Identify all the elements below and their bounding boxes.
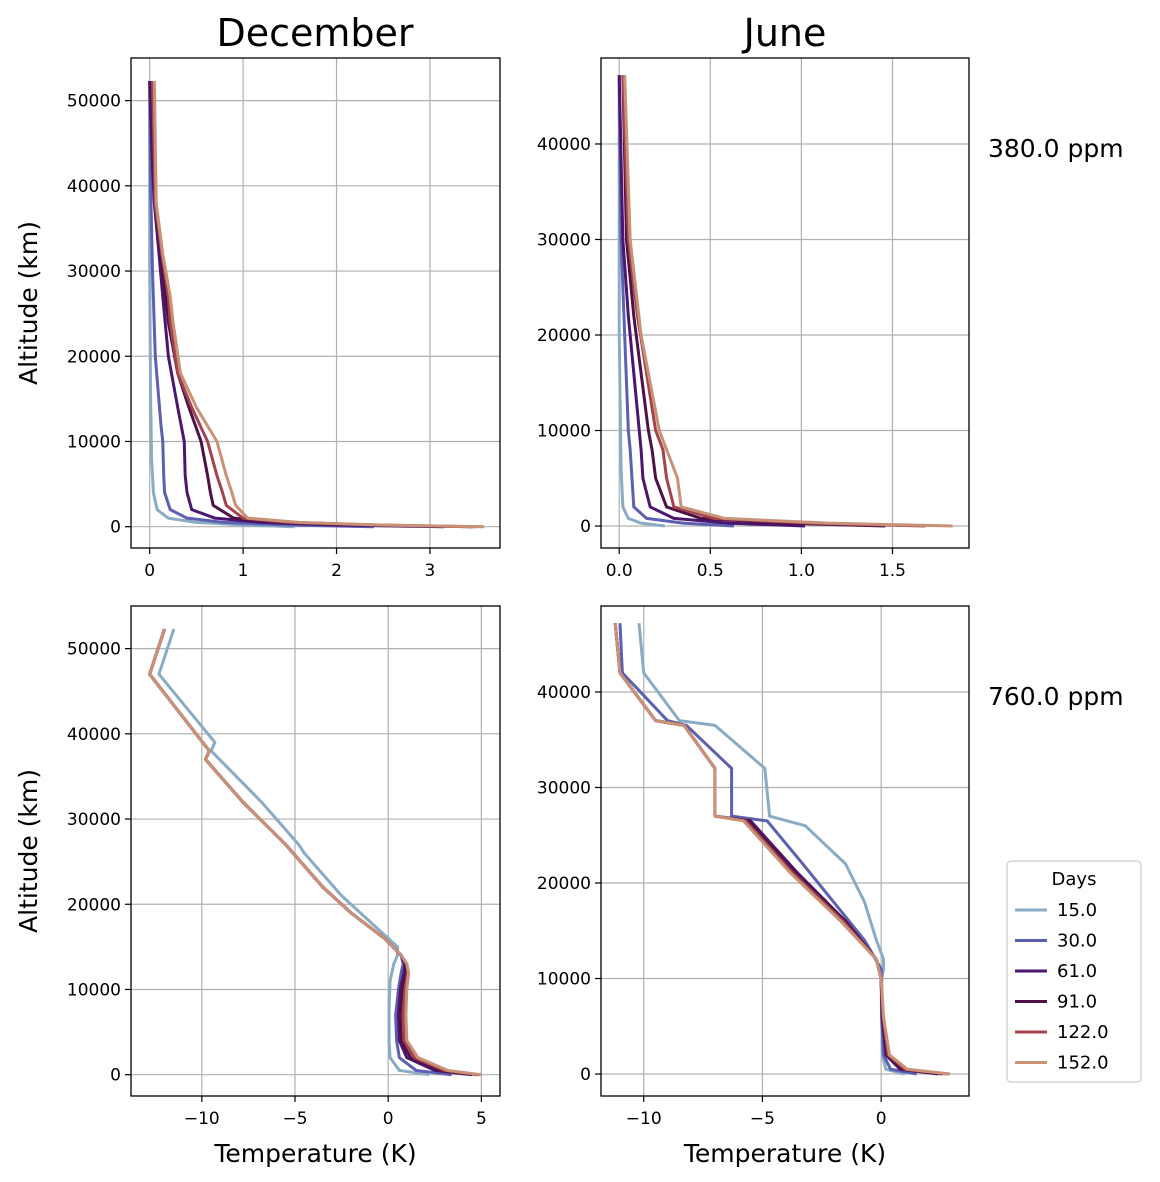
y-tick-label: 10000 — [537, 970, 591, 990]
legend-label-30.0: 30.0 — [1057, 931, 1097, 952]
y-tick-label: 50000 — [67, 640, 121, 660]
legend-label-61.0: 61.0 — [1057, 961, 1097, 982]
series-line-91.0 — [613, 623, 944, 1076]
panel-bottom-right: −10 −5 0 0 10000 20000 30000 40000 Temperature (… — [537, 605, 970, 1168]
y-tick-label: 30000 — [537, 778, 591, 798]
x-axis-label: Temperature (K) — [683, 1139, 886, 1168]
x-tick-label: 1 — [238, 561, 249, 581]
series-line-61.0 — [617, 75, 806, 528]
x-tick-label: −5 — [750, 1109, 775, 1129]
y-tick-label: 20000 — [67, 347, 121, 367]
series-line-15.0 — [157, 628, 430, 1077]
y-tick-label: 0 — [110, 1066, 121, 1086]
y-tick-label: 20000 — [67, 895, 121, 915]
y-tick-label: 10000 — [67, 432, 121, 452]
panel-top-left: 0 1 2 3 0 10000 20000 30000 40000 50000 Altitude (… — [14, 57, 501, 581]
legend-label-122.0: 122.0 — [1057, 1022, 1109, 1043]
series-line-91.0 — [150, 80, 472, 529]
series-line-122.0 — [621, 75, 926, 528]
x-tick-label: 0 — [383, 1109, 394, 1129]
x-tick-label: 2 — [331, 561, 342, 581]
x-tick-label: 0 — [144, 561, 155, 581]
y-tick-label: 20000 — [537, 874, 591, 894]
y-tick-label: 40000 — [67, 725, 121, 745]
series-line-122.0 — [148, 628, 480, 1077]
series-line-15.0 — [617, 75, 665, 528]
x-tick-label: 0.5 — [697, 561, 724, 581]
x-tick-label: 0.0 — [606, 561, 633, 581]
series-line-30.0 — [617, 75, 735, 528]
grid — [601, 606, 969, 1096]
row-label-760ppm: 760.0 ppm — [988, 682, 1124, 711]
x-tick-label: −5 — [282, 1109, 307, 1129]
x-tick-label: −10 — [626, 1109, 662, 1129]
axes-frame — [130, 57, 501, 549]
y-tick-label: 30000 — [67, 810, 121, 830]
x-tick-label: 1.5 — [879, 561, 906, 581]
series-line-122.0 — [613, 623, 948, 1076]
x-tick-label: 1.0 — [788, 561, 815, 581]
y-tick-label: 30000 — [537, 230, 591, 250]
series-group — [148, 628, 482, 1077]
axes-frame — [130, 605, 501, 1097]
series-line-91.0 — [621, 75, 886, 528]
series-line-61.0 — [148, 80, 444, 529]
x-tick-label: 0 — [876, 1109, 887, 1129]
panel-bottom-left: −10 −5 0 5 0 10000 20000 30000 40000 50000 Altitud… — [14, 605, 501, 1168]
legend-label-152.0: 152.0 — [1057, 1053, 1109, 1074]
y-tick-label: 40000 — [67, 177, 121, 197]
grid — [131, 606, 500, 1096]
column-title-june: June — [742, 11, 827, 55]
series-line-30.0 — [148, 80, 374, 529]
series-line-152.0 — [613, 623, 951, 1076]
y-tick-label: 10000 — [67, 980, 121, 1000]
x-tick-label: −10 — [184, 1109, 220, 1129]
series-line-152.0 — [152, 80, 485, 529]
y-tick-label: 30000 — [67, 262, 121, 282]
series-group — [617, 75, 953, 528]
series-group — [148, 80, 485, 529]
legend-label-91.0: 91.0 — [1057, 992, 1097, 1013]
series-line-152.0 — [148, 628, 482, 1077]
y-tick-label: 0 — [580, 1065, 591, 1085]
legend-box — [1006, 860, 1142, 1083]
row-label-380ppm: 380.0 ppm — [988, 134, 1124, 163]
panel-top-right: 0.0 0.5 1.0 1.5 0 10000 20000 30000 40000 — [537, 57, 970, 581]
legend-title: Days — [1052, 869, 1097, 890]
series-line-15.0 — [148, 81, 295, 529]
y-tick-label: 50000 — [67, 92, 121, 112]
y-tick-label: 0 — [110, 518, 121, 538]
series-line-61.0 — [613, 623, 939, 1076]
x-axis-label: Temperature (K) — [213, 1139, 416, 1168]
legend-label-15.0: 15.0 — [1057, 900, 1097, 921]
y-tick-label: 40000 — [537, 135, 591, 155]
y-tick-label: 10000 — [537, 422, 591, 442]
series-line-91.0 — [148, 628, 478, 1077]
series-line-152.0 — [623, 75, 953, 528]
y-tick-label: 40000 — [537, 683, 591, 703]
axes-frame — [600, 605, 970, 1097]
column-title-december: December — [216, 11, 413, 55]
y-axis-label: Altitude (km) — [14, 221, 43, 385]
legend: Days 15.0 30.0 61.0 91.0 122.0 152.0 — [1006, 860, 1142, 1083]
series-line-61.0 — [148, 628, 473, 1077]
axes-frame — [600, 57, 970, 549]
series-line-122.0 — [150, 80, 477, 529]
x-tick-label: 3 — [425, 561, 436, 581]
series-group — [613, 623, 951, 1076]
x-tick-label: 5 — [476, 1109, 487, 1129]
y-axis-label: Altitude (km) — [14, 769, 43, 933]
y-tick-label: 20000 — [537, 326, 591, 346]
y-tick-label: 0 — [580, 517, 591, 537]
